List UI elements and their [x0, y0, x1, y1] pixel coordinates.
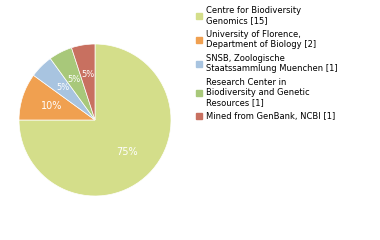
Wedge shape — [33, 59, 95, 120]
Text: 10%: 10% — [41, 101, 62, 111]
Wedge shape — [50, 48, 95, 120]
Text: 5%: 5% — [56, 83, 70, 92]
Text: 5%: 5% — [68, 75, 81, 84]
Wedge shape — [71, 44, 95, 120]
Wedge shape — [19, 75, 95, 120]
Legend: Centre for Biodiversity
Genomics [15], University of Florence,
Department of Bio: Centre for Biodiversity Genomics [15], U… — [194, 4, 339, 123]
Text: 5%: 5% — [81, 71, 95, 79]
Text: 75%: 75% — [116, 147, 138, 157]
Wedge shape — [19, 44, 171, 196]
